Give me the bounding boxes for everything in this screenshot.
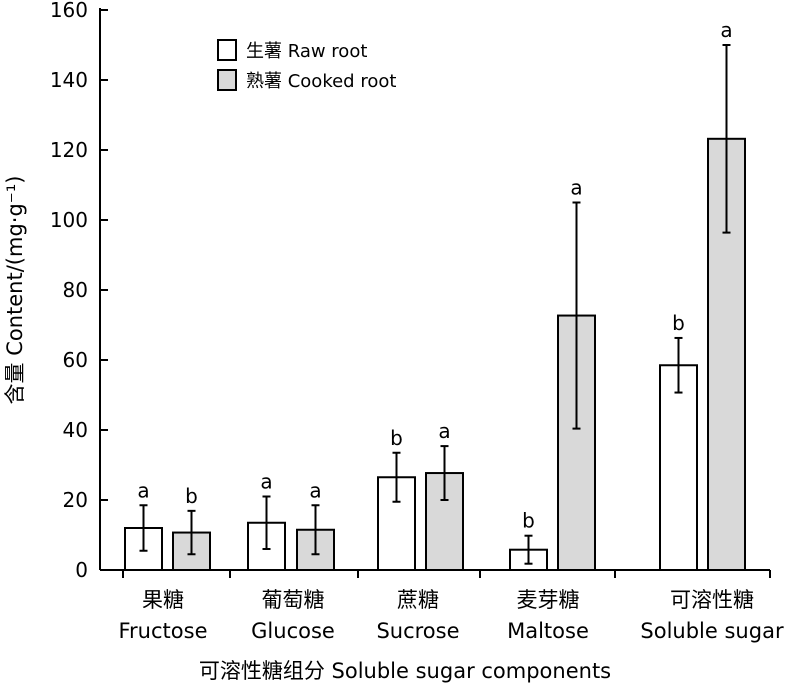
significance-label: a xyxy=(570,176,582,200)
x-tick-label-zh: 蔗糖 xyxy=(397,588,439,612)
y-tick-label: 0 xyxy=(75,558,88,582)
x-tick-label-en: Glucose xyxy=(251,619,335,643)
significance-label: b xyxy=(185,484,198,508)
y-tick-label: 160 xyxy=(50,0,88,22)
significance-label: a xyxy=(720,18,732,42)
bar xyxy=(659,364,698,571)
x-tick-label-zh: 麦芽糖 xyxy=(517,588,580,612)
y-tick-label: 40 xyxy=(63,418,88,442)
y-tick-label: 140 xyxy=(50,68,88,92)
x-tick-label-en: Soluble sugar xyxy=(640,619,784,643)
x-tick-label-en: Fructose xyxy=(119,619,208,643)
significance-label: a xyxy=(438,419,450,443)
significance-label: b xyxy=(672,311,685,335)
x-tick-label-en: Sucrose xyxy=(376,619,459,643)
x-tick-label-en: Maltose xyxy=(507,619,589,643)
y-axis-title: 含量 Content/(mg·g⁻¹) xyxy=(3,176,27,405)
legend-swatch xyxy=(217,69,237,91)
significance-label: a xyxy=(137,478,149,502)
x-axis-title: 可溶性糖组分 Soluble sugar components xyxy=(199,659,611,683)
significance-label: b xyxy=(522,509,535,533)
y-tick-label: 100 xyxy=(50,208,88,232)
legend-label: 熟薯 Cooked root xyxy=(246,71,396,92)
y-tick-label: 60 xyxy=(63,348,88,372)
significance-label: a xyxy=(309,478,321,502)
significance-label: b xyxy=(390,426,403,450)
significance-label: a xyxy=(260,470,272,494)
y-tick-label: 120 xyxy=(50,138,88,162)
legend-label: 生薯 Raw root xyxy=(246,41,367,62)
x-tick-label-zh: 可溶性糖 xyxy=(670,588,754,612)
x-tick-label-zh: 果糖 xyxy=(142,588,184,612)
y-tick-label: 20 xyxy=(63,488,88,512)
y-tick-label: 80 xyxy=(63,278,88,302)
x-tick-label-zh: 葡萄糖 xyxy=(262,588,325,612)
legend-swatch xyxy=(217,39,237,61)
